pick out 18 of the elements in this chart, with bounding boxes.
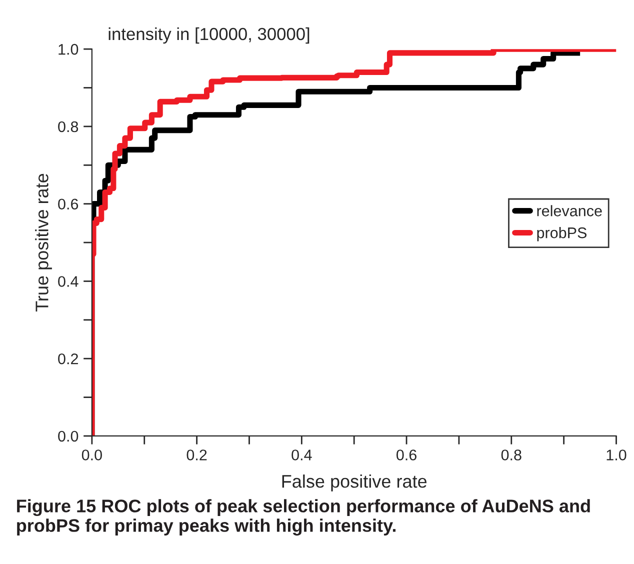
y-axis-title: True positive rate — [35, 174, 52, 312]
x-tick-label: 0.6 — [396, 450, 416, 460]
y-tick-label: 0.0 — [58, 430, 78, 442]
y-tick-label: 1.0 — [58, 44, 78, 55]
chart-title: intensity in [10000, 30000] — [108, 27, 310, 44]
y-tick-label: 0.2 — [58, 353, 78, 364]
y-tick-label: 0.6 — [58, 198, 78, 210]
legend-label: relevance — [537, 205, 602, 216]
x-tick-label: 0.4 — [292, 450, 312, 460]
y-tick-label: 0.4 — [58, 276, 78, 287]
x-axis-title: False positive rate — [282, 474, 427, 492]
x-tick-label: 1.0 — [606, 450, 626, 460]
caption: Figure 15 ROC plots of peak selection performance of AuDeNS and probPS for primay peaks with high intensity. — [17, 499, 590, 536]
x-tick-label: 0.8 — [501, 450, 522, 460]
y-tick-label: 0.8 — [58, 121, 78, 132]
x-tick-label: 0.2 — [186, 450, 207, 460]
legend-label: probPS — [537, 226, 587, 242]
x-tick-label: 0.0 — [82, 450, 102, 460]
